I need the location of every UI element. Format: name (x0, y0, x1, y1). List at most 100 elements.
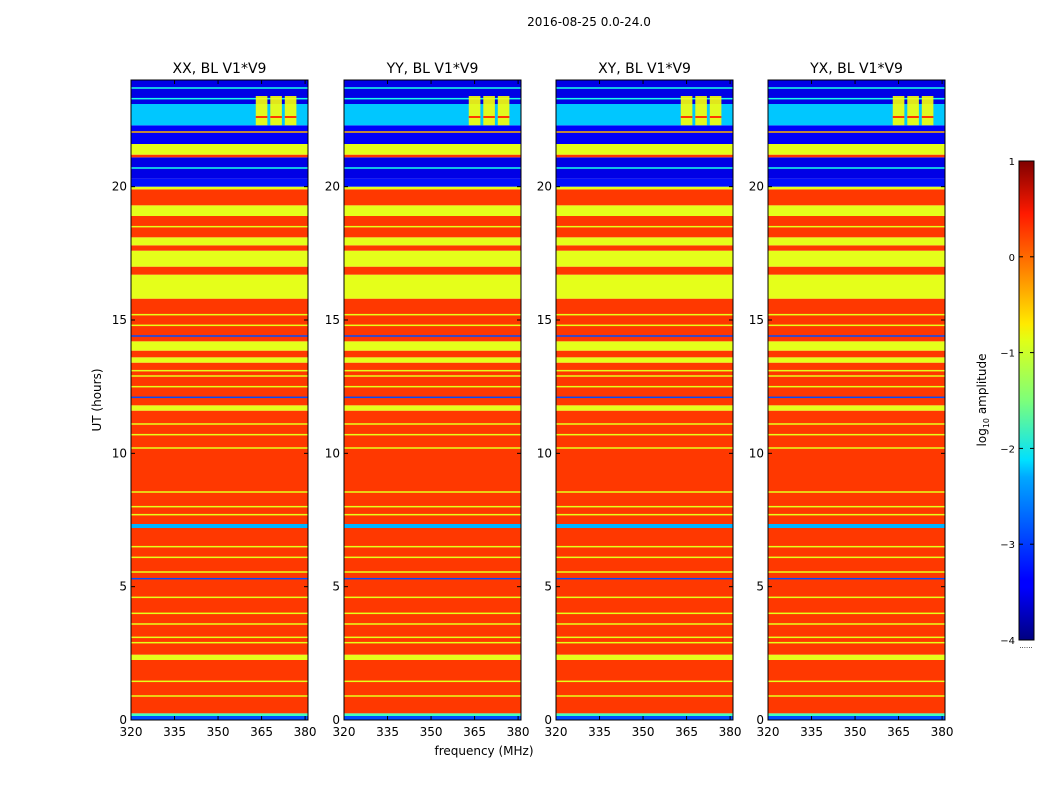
x-tick-label: 365 (675, 725, 698, 739)
spectrum-stripe (344, 225, 521, 228)
y-tick-label: 10 (325, 446, 340, 460)
spectrum-band (131, 189, 308, 206)
y-tick-label: 0 (332, 713, 340, 727)
spectrum-stripe (768, 167, 945, 169)
spectrum-stripe (556, 433, 733, 436)
spectrum-band (768, 178, 945, 187)
spectrum-band (131, 660, 308, 714)
y-tick-label: 0 (119, 713, 127, 727)
x-tick-label: 335 (376, 725, 399, 739)
spectrum-stripe (344, 636, 521, 639)
spectrum-stripe (131, 680, 308, 683)
x-tick-label: 380 (719, 725, 742, 739)
rfi-burst-core (497, 116, 510, 118)
spectrum-stripe (556, 680, 733, 683)
spectrum-stripe (344, 97, 521, 100)
spectrum-stripe (131, 257, 308, 260)
spectrum-stripe (768, 335, 945, 337)
y-tick-label: 10 (537, 446, 552, 460)
y-tick-label: 10 (749, 446, 764, 460)
spectrum-band (344, 716, 521, 720)
spectrum-band (556, 341, 733, 351)
colorbar-tick-label: −3 (1000, 540, 1015, 551)
spectrum-stripe (131, 97, 308, 100)
spectrum-stripe (344, 505, 521, 508)
spectrum-band (768, 341, 945, 351)
spectrum-stripe (768, 257, 945, 260)
spectrum-stripe (556, 641, 733, 644)
spectrum-stripe (556, 556, 733, 559)
spectrum-band (131, 298, 308, 342)
spectrum-stripe (768, 596, 945, 599)
spectrum-band (768, 410, 945, 524)
y-tick-label: 15 (749, 313, 764, 327)
panel-frame (767, 79, 946, 721)
rfi-burst-core (695, 116, 707, 118)
spectrum-stripe (131, 447, 308, 449)
spectrum-stripe (768, 556, 945, 559)
spectrum-stripe (131, 335, 308, 337)
spectrum-band (768, 186, 945, 190)
spectrum-band (768, 205, 945, 216)
rfi-burst (255, 96, 268, 126)
spectrum-stripe (131, 324, 308, 327)
spectrum-stripe (131, 612, 308, 615)
y-tick-label: 5 (756, 580, 764, 594)
spectrum-stripe (768, 324, 945, 327)
spectrum-stripe (131, 556, 308, 559)
spectrum-stripe (344, 131, 521, 133)
spectrum-stripe (131, 225, 308, 228)
spectrum-band (556, 178, 733, 187)
spectrum-band (344, 713, 521, 716)
rfi-burst-core (255, 116, 268, 118)
spectrum-band (556, 716, 733, 720)
y-tick-label: 5 (119, 580, 127, 594)
y-tick-label: 0 (544, 713, 552, 727)
spectrum-band (556, 528, 733, 655)
rfi-burst (270, 96, 282, 126)
y-tick-label: 20 (749, 180, 764, 194)
panel: YY, BL V1*V9 320 335 350 365 380 0 5 10 15 20 (325, 61, 530, 739)
colorbar-gradient (1018, 160, 1035, 641)
spectrum-stripe (556, 636, 733, 639)
spectrum-band (556, 298, 733, 342)
colorbar-tick-label: 1 (1009, 157, 1015, 168)
y-tick-label: 10 (112, 446, 127, 460)
spectrum-stripe (556, 491, 733, 493)
rfi-burst (483, 96, 495, 126)
spectrum-stripe (131, 396, 308, 399)
spectrum-band (556, 205, 733, 216)
x-tick-label: 335 (588, 725, 611, 739)
spectrum-stripe (768, 225, 945, 228)
rfi-burst-core (270, 116, 282, 118)
spectrum-band (768, 154, 945, 158)
spectrum-band (131, 410, 308, 524)
panel: XY, BL V1*V9 320 335 350 365 380 0 5 10 15 20 (537, 61, 742, 739)
spectrum-band (768, 266, 945, 275)
spectrum-stripe (131, 433, 308, 436)
spectrum-stripe (344, 335, 521, 337)
spectrum-stripe (131, 167, 308, 169)
x-tick-label: 320 (120, 725, 143, 739)
spectrum-band (131, 405, 308, 411)
colorbar-tick-label: −2 (1000, 444, 1015, 455)
spectrum-stripe (344, 596, 521, 599)
spectrum-stripe (131, 623, 308, 625)
spectrum-stripe (556, 623, 733, 625)
y-axis-label: UT (hours) (90, 368, 104, 431)
spectrum-band (556, 713, 733, 716)
spectrum-stripe (556, 385, 733, 388)
spectrum-stripe (768, 491, 945, 493)
spectrum-stripe (768, 545, 945, 548)
spectrum-stripe (768, 612, 945, 615)
y-tick-label: 15 (537, 313, 552, 327)
spectrum-stripe (768, 447, 945, 449)
spectrum-band (131, 654, 308, 660)
x-tick-label: 320 (545, 725, 568, 739)
spectrum-band (344, 524, 521, 528)
spectrum-stripe (344, 680, 521, 683)
spectrum-band (344, 205, 521, 216)
spectrum-stripe (768, 577, 945, 580)
x-tick-label: 380 (294, 725, 317, 739)
spectrum-band (556, 186, 733, 190)
